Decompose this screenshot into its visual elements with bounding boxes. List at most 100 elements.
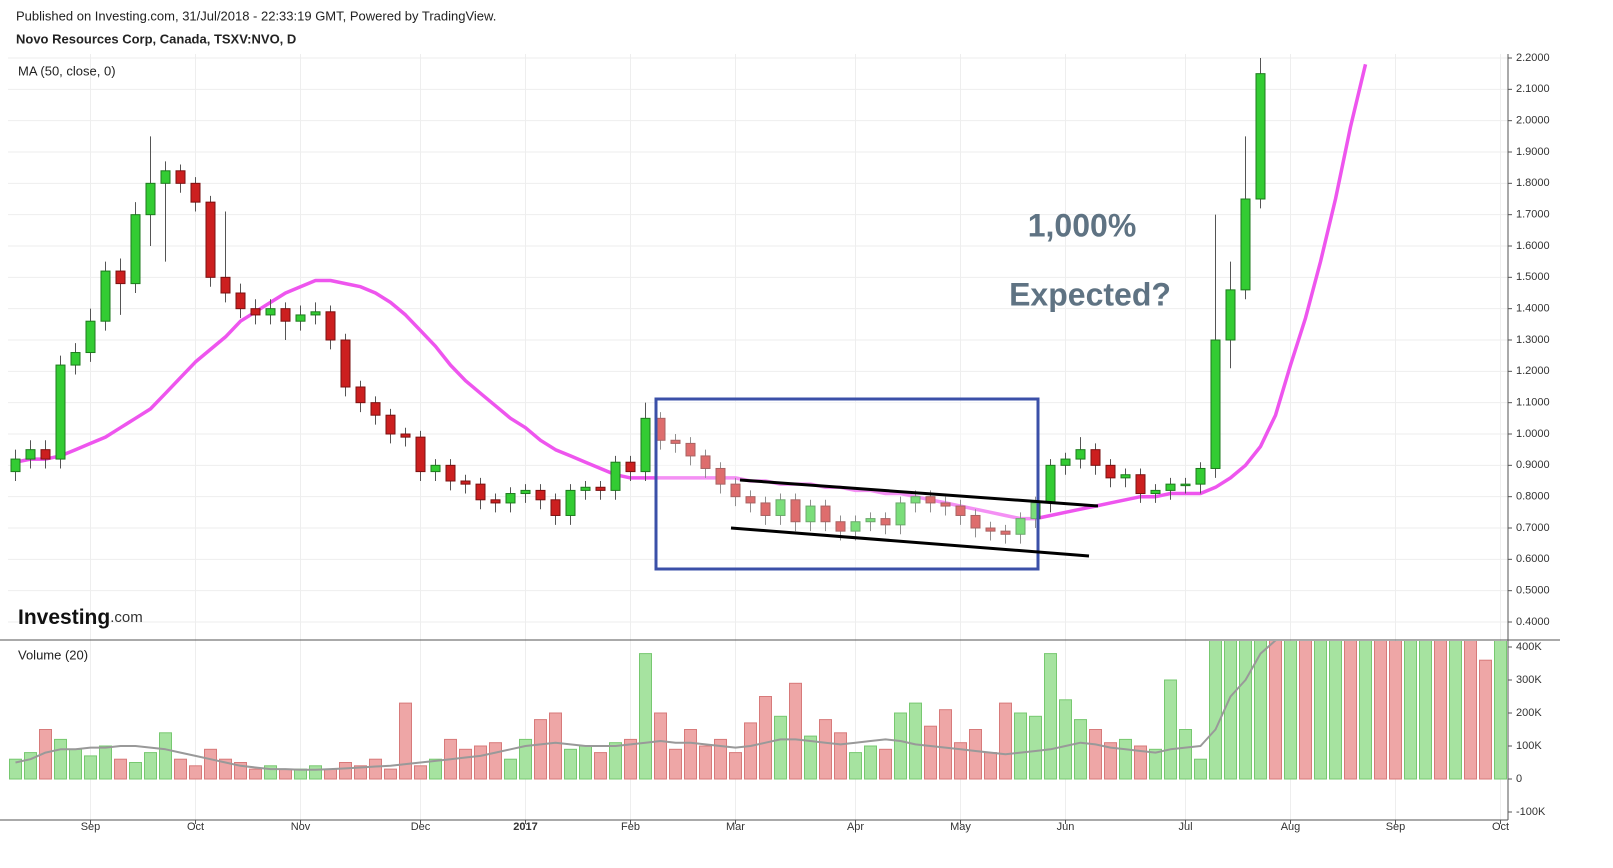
volume-bar <box>954 742 967 780</box>
x-tick-label: 2017 <box>513 821 537 833</box>
volume-bar <box>1359 641 1372 780</box>
volume-bar <box>684 729 697 780</box>
volume-bar <box>1134 745 1147 780</box>
volume-bar <box>504 758 517 780</box>
candle-body <box>40 449 51 460</box>
volume-bar <box>894 712 907 780</box>
candle-body <box>175 170 186 184</box>
publish-note: Published on Investing.com, 31/Jul/2018 … <box>16 8 496 23</box>
volume-bar <box>69 748 82 780</box>
candle-body <box>1000 530 1011 535</box>
y-tick-label: 1.2000 <box>1516 365 1550 377</box>
candle-body <box>595 486 606 491</box>
y-tick-label: 2.0000 <box>1516 115 1550 127</box>
volume-bar <box>354 765 367 780</box>
volume-bar <box>1344 641 1357 780</box>
candle-body <box>145 182 156 216</box>
volume-tick-label: 300K <box>1516 674 1542 686</box>
candle-body <box>340 339 351 388</box>
volume-bar <box>1239 641 1252 780</box>
volume-bar <box>129 762 142 780</box>
x-tick-label: Mar <box>726 821 745 833</box>
candle-body <box>730 483 741 498</box>
candle-body <box>1015 518 1026 535</box>
trend-line-lower <box>730 526 1090 558</box>
price-panel <box>10 58 1368 544</box>
y-tick-label: 0.6000 <box>1516 553 1550 565</box>
volume-bar <box>654 712 667 780</box>
volume-bar <box>339 762 352 780</box>
y-tick-label: 1.5000 <box>1516 271 1550 283</box>
candle-body <box>805 505 816 523</box>
candle-body <box>115 270 126 285</box>
candle-body <box>475 483 486 501</box>
candle-body <box>625 461 636 473</box>
volume-bar <box>729 752 742 780</box>
y-tick-label: 1.8000 <box>1516 177 1550 189</box>
candle-body <box>1165 483 1176 491</box>
candle-body <box>1120 474 1131 479</box>
volume-bar <box>714 738 727 780</box>
candle-body <box>250 308 261 316</box>
candle-body <box>700 455 711 469</box>
volume-bar <box>744 722 757 780</box>
volume-bar <box>1479 659 1492 780</box>
candle-body <box>490 499 501 504</box>
logo-main: Investing <box>18 606 110 629</box>
volume-bar <box>414 765 427 780</box>
candle-body <box>370 402 381 416</box>
candle-body <box>985 527 996 532</box>
volume-bar <box>9 758 22 780</box>
x-tick-label: Sep <box>81 821 101 833</box>
volume-bar <box>1089 729 1102 780</box>
x-tick-label: Feb <box>621 821 640 833</box>
volume-bar <box>174 758 187 780</box>
volume-bar <box>1119 738 1132 780</box>
chart-title: Novo Resources Corp, Canada, TSXV:NVO, D <box>16 31 296 46</box>
candle-body <box>160 170 171 184</box>
volume-bar <box>1104 742 1117 780</box>
y-tick-label: 1.3000 <box>1516 334 1550 346</box>
volume-bar <box>849 752 862 780</box>
candle-body <box>1150 489 1161 495</box>
volume-bar <box>99 745 112 780</box>
candle-body <box>925 496 936 504</box>
y-tick-label: 2.1000 <box>1516 83 1550 95</box>
volume-bar <box>834 732 847 780</box>
y-tick-label: 1.0000 <box>1516 428 1550 440</box>
candle-body <box>385 414 396 435</box>
candle-body <box>325 311 336 341</box>
volume-bar <box>309 765 322 780</box>
volume-bar <box>549 712 562 780</box>
x-tick-label: Apr <box>847 821 864 833</box>
candle-body <box>790 499 801 523</box>
candle-body <box>1180 483 1191 487</box>
volume-bar <box>699 745 712 780</box>
volume-legend: Volume (20) <box>18 647 88 662</box>
candle-body <box>880 518 891 526</box>
candle-body <box>220 276 231 294</box>
volume-bar <box>1059 699 1072 780</box>
logo: Investing.com <box>18 606 143 629</box>
annotation: Expected? <box>1009 276 1171 312</box>
volume-ma-line <box>15 641 1277 771</box>
volume-panel <box>9 641 1507 780</box>
candle-body <box>715 467 726 485</box>
candle-body <box>310 311 321 316</box>
y-tick-label: 1.1000 <box>1516 397 1550 409</box>
candle-body <box>745 496 756 504</box>
y-tick-label: 1.6000 <box>1516 240 1550 252</box>
x-tick-label: Sep <box>1386 821 1406 833</box>
volume-bar <box>1209 641 1222 780</box>
volume-bar <box>144 752 157 780</box>
volume-bar <box>759 696 772 780</box>
volume-bar <box>369 758 382 780</box>
candle-body <box>850 521 861 532</box>
volume-bar <box>1044 653 1057 780</box>
candle-body <box>415 436 426 473</box>
candle-body <box>1075 449 1086 460</box>
candle-body <box>955 505 966 516</box>
candle-body <box>190 182 201 203</box>
x-tick-label: Oct <box>1492 821 1509 833</box>
